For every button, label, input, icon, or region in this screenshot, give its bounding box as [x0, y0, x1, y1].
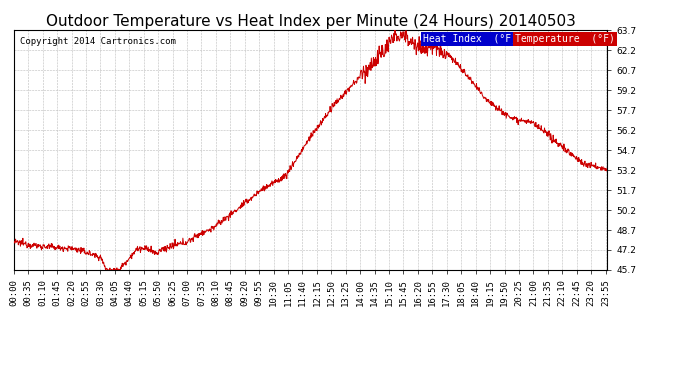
- Text: Heat Index  (°F): Heat Index (°F): [423, 34, 518, 44]
- Text: Temperature  (°F): Temperature (°F): [515, 34, 615, 44]
- Title: Outdoor Temperature vs Heat Index per Minute (24 Hours) 20140503: Outdoor Temperature vs Heat Index per Mi…: [46, 14, 575, 29]
- Text: Copyright 2014 Cartronics.com: Copyright 2014 Cartronics.com: [20, 37, 176, 46]
